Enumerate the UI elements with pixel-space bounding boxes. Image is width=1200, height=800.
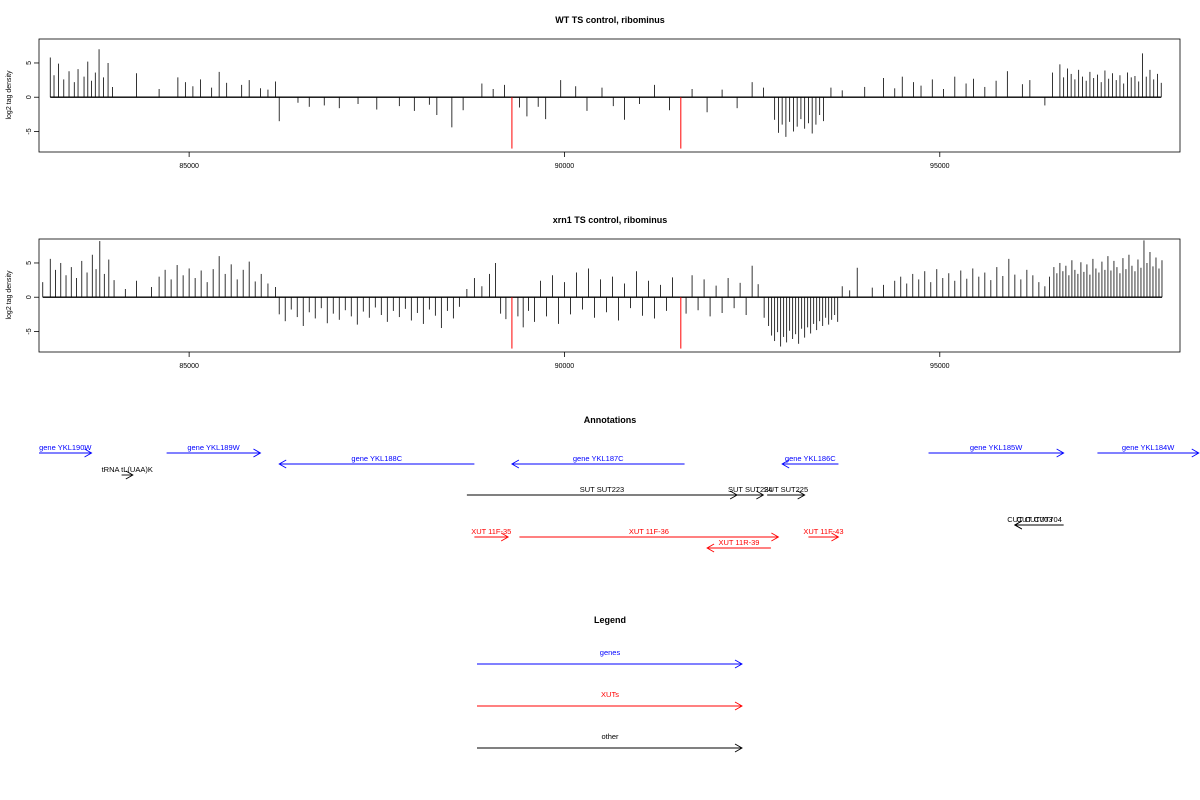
feature-arrow <box>477 659 743 669</box>
feature-label: SUT SUT224 <box>728 485 772 494</box>
feature-arrow <box>278 459 475 469</box>
feature-arrow <box>477 743 743 753</box>
x-tick-label: 95000 <box>930 163 950 170</box>
xrn1-plot-frame <box>38 238 1181 353</box>
xrn1-bars <box>42 240 1163 347</box>
feature-label: gene YKL185W <box>970 443 1023 452</box>
feature-arrow <box>928 448 1065 458</box>
annotation-feature: gene YKL190W <box>39 443 93 458</box>
feature-label: CUT CUT703 <box>1007 515 1052 524</box>
feature-arrow <box>767 490 806 500</box>
annotation-feature: SUT SUT224 <box>728 485 772 500</box>
feature-label: SUT SUT225 <box>764 485 808 494</box>
xrn1-track-panel: xrn1 TS control, ribominus log2 tag dens… <box>6 215 1181 370</box>
y-tick-label: 5 <box>26 61 33 65</box>
feature-arrow <box>477 701 743 711</box>
annotation-feature: gene YKL186C <box>781 454 839 469</box>
annotation-feature: XUT 11F-35 <box>471 527 511 542</box>
feature-arrow <box>1013 520 1064 530</box>
feature-label: XUT 11F-36 <box>629 527 669 536</box>
feature-arrow <box>808 532 840 542</box>
feature-label: gene YKL187C <box>573 454 624 463</box>
annotation-feature: SUT SUT223 <box>466 485 739 500</box>
x-tick-label: 85000 <box>179 163 199 170</box>
feature-label: XUT 11R-39 <box>718 538 759 547</box>
annotation-feature: XUT 11F-43 <box>803 527 844 542</box>
y-tick-label: 0 <box>26 95 33 99</box>
x-tick-label: 85000 <box>179 363 199 370</box>
wt-axes: 85000 90000 95000 -5 0 5 <box>26 61 950 170</box>
xrn1-highlight-marks <box>511 297 682 349</box>
feature-label: XUT 11F-43 <box>803 527 843 536</box>
wt-plot-frame <box>38 38 1181 153</box>
wt-track-panel: WT TS control, ribominus log2 tag densit… <box>6 15 1181 170</box>
y-tick-label: -5 <box>26 328 33 334</box>
x-tick-label: 95000 <box>930 363 950 370</box>
annotation-feature: XUT 11R-39 <box>706 538 771 553</box>
wt-bars <box>49 49 1162 137</box>
y-tick-label: 5 <box>26 261 33 265</box>
xrn1-panel-title: xrn1 TS control, ribominus <box>553 215 668 225</box>
feature-label: CUT CUT704 <box>1017 515 1062 524</box>
feature-label: gene YKL188C <box>351 454 402 463</box>
wt-y-axis-label: log2 tag density <box>6 70 13 120</box>
annotations-panel: Annotations gene YKL190W gene YKL189Wgene… <box>39 415 1200 553</box>
feature-label: SUT SUT223 <box>580 485 624 494</box>
feature-label: gene YKL190W <box>39 443 92 452</box>
x-tick-label: 90000 <box>555 163 575 170</box>
legend-item-label: XUTs <box>601 690 619 699</box>
annotation-feature: gene YKL187C <box>511 454 685 469</box>
legend-items: genes XUTs other <box>477 648 743 753</box>
annotation-feature: gene YKL188C <box>278 454 475 469</box>
wt-highlight-marks <box>511 97 682 149</box>
legend-item: other <box>477 732 743 753</box>
feature-label: gene YKL186C <box>785 454 836 463</box>
legend-item: XUTs <box>477 690 743 711</box>
feature-arrow <box>121 470 134 480</box>
feature-label: gene YKL189W <box>187 443 240 452</box>
wt-panel-title: WT TS control, ribominus <box>555 15 665 25</box>
legend-title: Legend <box>594 615 626 625</box>
annotation-feature: tRNA tL(UAA)K <box>102 465 153 480</box>
annotation-feature: XUT 11F-36 <box>519 527 780 542</box>
annotation-feature: gene YKL189W <box>166 443 262 458</box>
feature-arrow <box>781 459 839 469</box>
y-tick-label: 0 <box>26 295 33 299</box>
annotation-feature: gene YKL185W <box>928 443 1065 458</box>
legend-item: genes <box>477 648 743 669</box>
feature-arrow <box>706 543 771 553</box>
feature-arrow <box>1097 448 1200 458</box>
annotations-title: Annotations <box>584 415 637 425</box>
annotation-feature: CUT CUT704 <box>1013 515 1064 530</box>
feature-arrow <box>166 448 262 458</box>
feature-arrow <box>519 532 780 542</box>
x-tick-label: 90000 <box>555 363 575 370</box>
xrn1-axes: 85000 90000 95000 -5 0 5 <box>26 261 950 370</box>
annotation-feature: gene YKL184W <box>1097 443 1200 458</box>
feature-label: tRNA tL(UAA)K <box>102 465 153 474</box>
xrn1-y-axis-label: log2 tag density <box>6 270 13 320</box>
legend-item-label: other <box>601 732 619 741</box>
legend-panel: Legend genes XUTs other <box>477 615 743 753</box>
y-tick-label: -5 <box>26 128 33 134</box>
feature-arrow <box>737 490 765 500</box>
feature-label: XUT 11F-35 <box>471 527 511 536</box>
annotation-features: gene YKL190W gene YKL189W gene YKL188C gene… <box>39 443 1200 553</box>
feature-arrow <box>474 532 510 542</box>
feature-arrow <box>39 448 93 458</box>
annotation-feature: SUT SUT225 <box>764 485 808 500</box>
feature-arrow <box>511 459 685 469</box>
feature-label: gene YKL184W <box>1122 443 1175 452</box>
legend-item-label: genes <box>600 648 621 657</box>
